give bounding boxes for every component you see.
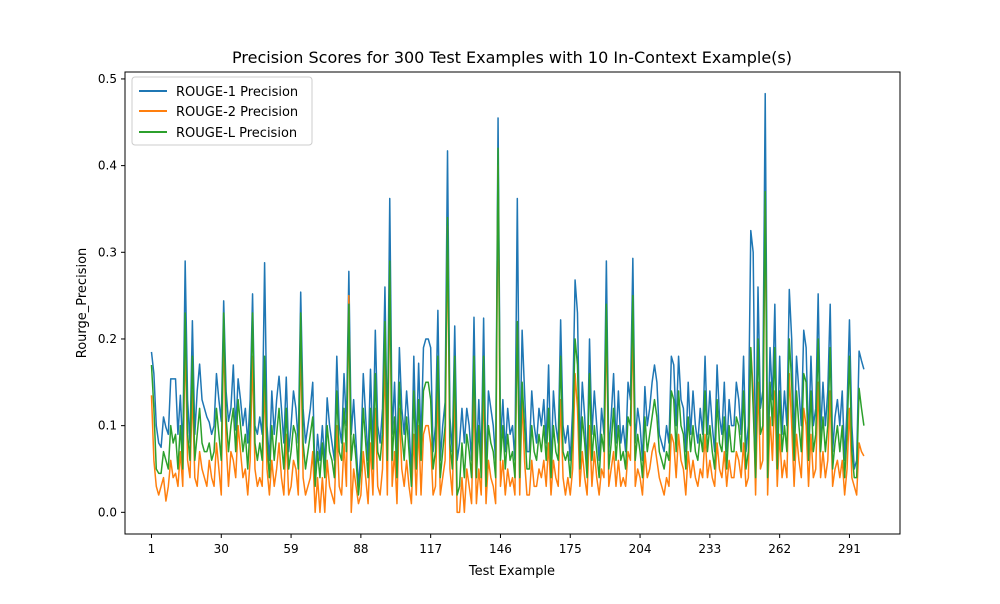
series-line-3 — [150, 147, 865, 496]
y-axis-label: Rourge_Precision — [75, 248, 90, 359]
legend-label-rouge-1: ROUGE-1 Precision — [176, 85, 298, 100]
y-tick-label: 0.1 — [98, 419, 117, 433]
chart-title: Precision Scores for 300 Test Examples w… — [232, 48, 792, 67]
series-line-2 — [150, 164, 865, 514]
x-tick-label: 88 — [353, 542, 368, 556]
y-tick-label: 0.4 — [98, 159, 117, 173]
x-tick-label: 117 — [419, 542, 442, 556]
x-tick-label: 204 — [629, 542, 652, 556]
y-tick-label: 0.3 — [98, 245, 117, 259]
x-tick-label: 146 — [489, 542, 512, 556]
x-tick-label: 262 — [768, 542, 791, 556]
y-tick-label: 0.0 — [98, 505, 117, 519]
x-tick-label: 1 — [148, 542, 156, 556]
legend-label-rouge-2: ROUGE-2 Precision — [176, 105, 298, 120]
legend-frame — [131, 76, 313, 146]
x-axis-label: Test Example — [468, 564, 555, 579]
x-tick-label: 59 — [283, 542, 298, 556]
y-tick-label: 0.2 — [98, 332, 117, 346]
legend: ROUGE-1 Precision ROUGE-2 Precision ROUG… — [131, 76, 313, 146]
legend-label-rouge-l: ROUGE-L Precision — [176, 126, 297, 141]
x-axis: 1 30 59 88 117 146 175 204 233 262 291 — [148, 534, 861, 556]
x-tick-label: 291 — [838, 542, 861, 556]
y-tick-label: 0.5 — [98, 72, 117, 86]
plot-area-frame — [124, 71, 901, 535]
x-tick-label: 30 — [214, 542, 229, 556]
y-axis: 0.0 0.1 0.2 0.3 0.4 0.5 — [98, 72, 125, 519]
series-layer — [150, 92, 865, 514]
x-tick-label: 175 — [559, 542, 582, 556]
x-tick-label: 233 — [698, 542, 721, 556]
